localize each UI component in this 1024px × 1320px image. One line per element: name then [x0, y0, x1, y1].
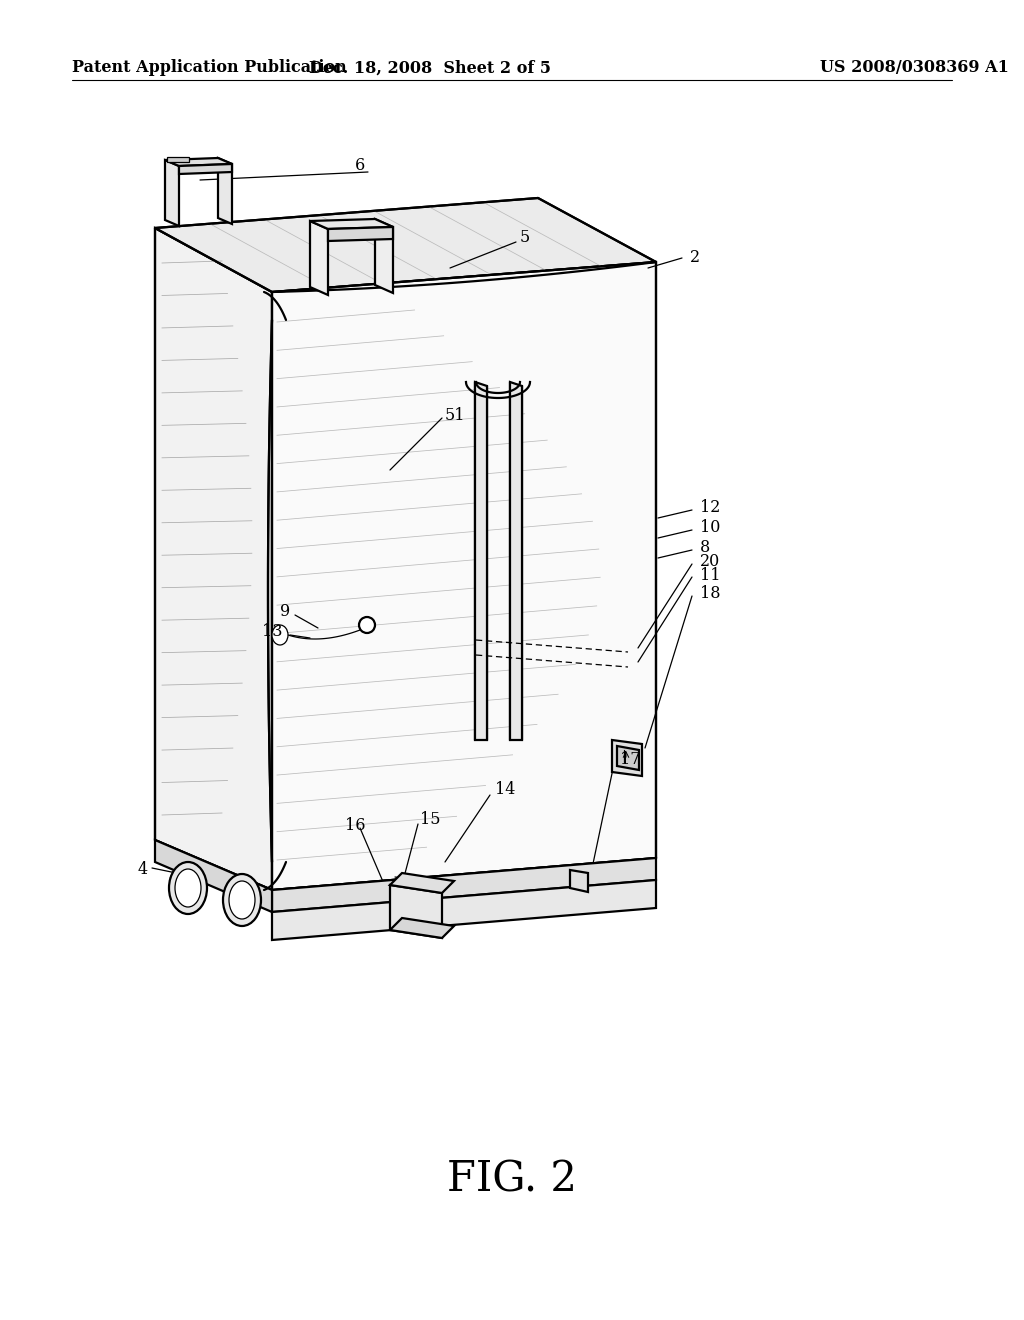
Polygon shape — [390, 884, 442, 939]
Polygon shape — [272, 880, 656, 940]
Polygon shape — [510, 381, 522, 741]
Text: 14: 14 — [495, 781, 515, 799]
Polygon shape — [310, 219, 393, 228]
Text: FIG. 2: FIG. 2 — [447, 1159, 577, 1201]
Polygon shape — [375, 219, 393, 293]
Polygon shape — [179, 164, 232, 174]
Polygon shape — [310, 220, 328, 294]
Text: 51: 51 — [445, 407, 466, 424]
Polygon shape — [570, 870, 588, 892]
Text: US 2008/0308369 A1: US 2008/0308369 A1 — [820, 59, 1009, 77]
Polygon shape — [165, 158, 232, 166]
Text: 16: 16 — [345, 817, 366, 833]
Polygon shape — [612, 741, 642, 776]
Ellipse shape — [175, 869, 201, 907]
Text: 2: 2 — [690, 249, 700, 267]
Bar — [167, 157, 189, 162]
Text: 15: 15 — [420, 812, 440, 829]
Polygon shape — [390, 917, 454, 939]
Polygon shape — [272, 261, 656, 890]
Text: 4: 4 — [138, 862, 148, 879]
Text: 11: 11 — [700, 566, 721, 583]
Polygon shape — [218, 158, 232, 224]
Polygon shape — [155, 198, 656, 292]
Polygon shape — [617, 746, 639, 770]
Polygon shape — [390, 873, 454, 894]
Text: 17: 17 — [620, 751, 640, 768]
Text: 5: 5 — [520, 230, 530, 247]
Text: 12: 12 — [700, 499, 720, 516]
Ellipse shape — [229, 880, 255, 919]
Ellipse shape — [223, 874, 261, 927]
Text: Dec. 18, 2008  Sheet 2 of 5: Dec. 18, 2008 Sheet 2 of 5 — [309, 59, 551, 77]
Text: Patent Application Publication: Patent Application Publication — [72, 59, 347, 77]
Polygon shape — [328, 227, 393, 242]
Text: 6: 6 — [355, 157, 366, 173]
Text: 8: 8 — [700, 540, 711, 557]
Text: 20: 20 — [700, 553, 720, 570]
Polygon shape — [165, 160, 179, 226]
Ellipse shape — [272, 624, 288, 645]
Circle shape — [359, 616, 375, 634]
Text: 10: 10 — [700, 520, 720, 536]
Ellipse shape — [169, 862, 207, 913]
Text: 18: 18 — [700, 586, 721, 602]
Polygon shape — [475, 381, 487, 741]
Polygon shape — [272, 858, 656, 912]
Polygon shape — [155, 228, 272, 890]
Text: 9: 9 — [280, 603, 290, 620]
Polygon shape — [155, 840, 272, 912]
Text: 13: 13 — [262, 623, 283, 640]
